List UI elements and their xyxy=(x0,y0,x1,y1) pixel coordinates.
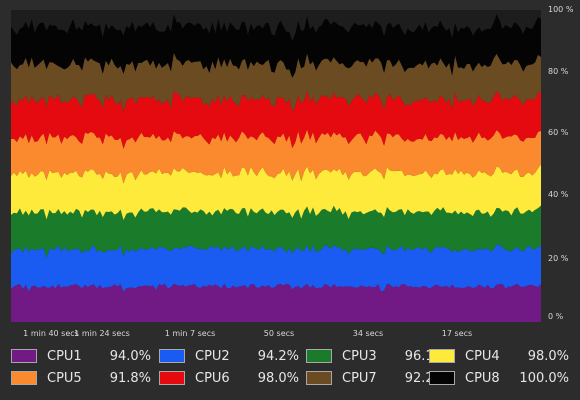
legend-item-cpu5: CPU5 91.8% xyxy=(11,370,151,388)
color-swatch[interactable] xyxy=(11,349,37,363)
y-tick-label: 60 % xyxy=(548,128,569,137)
legend-value: 100.0% xyxy=(519,371,569,386)
legend-name: CPU4 xyxy=(465,349,500,364)
y-tick-label: 80 % xyxy=(548,67,569,76)
legend-name: CPU6 xyxy=(195,371,230,386)
legend-item-cpu3: CPU3 96.1% xyxy=(306,348,446,366)
series-area-cpu8 xyxy=(11,14,541,78)
legend-name: CPU1 xyxy=(47,349,82,364)
series-area-cpu3 xyxy=(11,205,541,258)
series-area-cpu5 xyxy=(11,129,541,184)
color-swatch[interactable] xyxy=(429,371,455,385)
y-tick-label: 20 % xyxy=(548,254,569,263)
legend-value: 94.2% xyxy=(257,349,299,364)
legend-name: CPU2 xyxy=(195,349,230,364)
legend-value: 94.0% xyxy=(109,349,151,364)
y-tick-label: 0 % xyxy=(548,312,564,321)
legend-item-cpu6: CPU6 98.0% xyxy=(159,370,299,388)
legend-value: 98.0% xyxy=(527,349,569,364)
x-tick-label: 1 min 7 secs xyxy=(164,329,216,338)
x-tick-label: 1 min 24 secs xyxy=(74,329,130,338)
legend-value: 98.0% xyxy=(257,371,299,386)
x-tick-label: 1 min 40 secs xyxy=(23,329,79,338)
series-area-cpu6 xyxy=(11,90,541,149)
legend-name: CPU3 xyxy=(342,349,377,364)
cpu-legend: CPU1 94.0% CPU2 94.2% CPU3 96.1% CPU4 98… xyxy=(11,348,576,390)
legend-name: CPU7 xyxy=(342,371,377,386)
color-swatch[interactable] xyxy=(11,371,37,385)
legend-value: 91.8% xyxy=(109,371,151,386)
legend-item-cpu8: CPU8 100.0% xyxy=(429,370,569,388)
color-swatch[interactable] xyxy=(159,371,185,385)
series-area-cpu1 xyxy=(11,283,541,322)
x-tick-label: 17 secs xyxy=(441,329,473,338)
legend-name: CPU8 xyxy=(465,371,500,386)
legend-item-cpu7: CPU7 92.2% xyxy=(306,370,446,388)
series-area-cpu7 xyxy=(11,52,541,112)
series-area-cpu2 xyxy=(11,244,541,292)
legend-name: CPU5 xyxy=(47,371,82,386)
color-swatch[interactable] xyxy=(306,349,332,363)
y-tick-label: 100 % xyxy=(548,5,574,14)
x-tick-label: 34 secs xyxy=(352,329,384,338)
cpu-history-chart xyxy=(11,10,541,322)
color-swatch[interactable] xyxy=(306,371,332,385)
color-swatch[interactable] xyxy=(159,349,185,363)
legend-item-cpu2: CPU2 94.2% xyxy=(159,348,299,366)
color-swatch[interactable] xyxy=(429,349,455,363)
x-tick-label: 50 secs xyxy=(263,329,295,338)
series-area-cpu4 xyxy=(11,164,541,221)
legend-item-cpu4: CPU4 98.0% xyxy=(429,348,569,366)
y-tick-label: 40 % xyxy=(548,190,569,199)
legend-item-cpu1: CPU1 94.0% xyxy=(11,348,151,366)
